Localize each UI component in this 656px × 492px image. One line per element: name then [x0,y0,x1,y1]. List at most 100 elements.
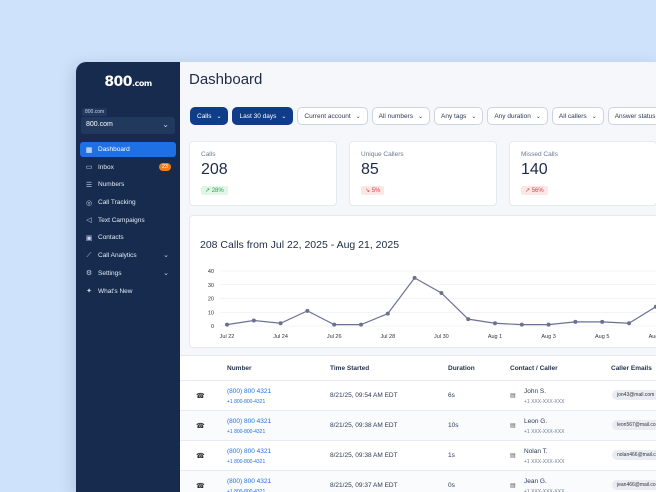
sidebar-item-text-campaigns[interactable]: ◁ Text Campaigns [80,213,176,228]
data-point[interactable] [278,321,283,326]
table-body: ☎ (800) 800 4321 +1 800-800-4321 8/21/25, 0… [180,380,656,492]
contact-card-icon: ▤ [510,483,516,489]
row-duration: 0s [448,482,455,489]
table-row[interactable]: ☎ (800) 800 4321 +1 800-800-4321 8/21/25, 0… [180,440,656,470]
stat-delta: ↘ 5% [361,186,385,195]
filter-numbers[interactable]: All numbers ⌄ [371,107,431,125]
row-email-badge[interactable]: jon43@mail.com [612,390,656,400]
sidebar-item-label: Numbers [98,181,125,189]
data-point[interactable] [332,322,337,327]
row-number-sub: +1 800-800-4321 [227,489,266,492]
phone-icon: ☎ [196,393,205,400]
row-time: 8/21/25, 09:38 AM EDT [330,422,398,429]
data-point[interactable] [627,321,631,326]
table-row[interactable]: ☎ (800) 800 4321 +1 800-800-4321 8/21/25, 0… [180,410,656,440]
sidebar-item-dashboard[interactable]: ▦ Dashboard [80,142,176,157]
y-tick-label: 30 [208,283,214,289]
data-point[interactable] [573,319,578,324]
column-header-number[interactable]: Number [227,365,252,372]
sidebar-item-numbers[interactable]: ☰ Numbers [80,177,176,192]
sidebar-item-label: What's New [98,287,133,295]
phone-icon: ☎ [196,423,205,430]
filter-duration[interactable]: Any duration ⌄ [487,107,548,125]
filter-label: Any duration [494,112,531,120]
row-contact-number: +1 XXX-XXX-XXX [524,399,565,405]
target-icon: ◎ [85,199,93,207]
row-number-link[interactable]: (800) 800 4321 [227,448,272,455]
y-tick-label: 20 [208,297,214,303]
stat-card-missed-calls[interactable]: Missed Calls 140 ↗ 56% [509,141,656,206]
y-tick-label: 10 [208,310,214,316]
chevron-down-icon: ⌄ [281,113,287,120]
logo[interactable]: 800.com [76,74,180,90]
row-email-badge[interactable]: nolan466@mail.com [612,450,656,460]
stat-label: Calls [201,151,216,158]
filter-callers[interactable]: All callers ⌄ [551,107,604,125]
sidebar-item-label: Contacts [98,234,124,242]
row-email-badge[interactable]: leon567@mail.com [612,420,656,430]
stat-value: 140 [521,161,548,178]
sidebar-item-settings[interactable]: ⚙ Settings ⌄ [80,266,176,281]
row-contact-name[interactable]: Leon G. [524,418,548,425]
row-email-badge[interactable]: jean466@mail.com [612,480,656,490]
sidebar-item-call-tracking[interactable]: ◎ Call Tracking [80,195,176,210]
phone-icon: ☎ [196,453,205,460]
data-point[interactable] [493,321,497,326]
data-point[interactable] [439,291,444,295]
filter-label: Last 30 days [239,112,277,120]
row-duration: 6s [448,392,455,399]
app-window: 800.com 800.com 800.com ⌄ ▦ Dashboard ▭ In… [76,62,656,492]
column-header-contact[interactable]: Contact / Caller [510,365,558,372]
filter-account[interactable]: Current account ⌄ [297,107,368,125]
data-point[interactable] [519,322,524,327]
row-contact-name[interactable]: Nolan T. [524,448,548,455]
sidebar-item-whats-new[interactable]: ✦ What's New [80,284,176,299]
row-contact-name[interactable]: Jean G. [524,478,547,485]
sidebar-item-label: Call Tracking [98,199,136,207]
contact-card-icon: ▤ [510,423,516,429]
row-contact-number: +1 XXX-XXX-XXX [524,429,565,435]
chevron-down-icon: ⌄ [163,252,169,260]
sidebar-item-call-analytics[interactable]: ⟋ Call Analytics ⌄ [80,248,176,263]
sidebar-item-contacts[interactable]: ▣ Contacts [80,230,176,245]
row-contact-number: +1 XXX-XXX-XXX [524,489,565,492]
row-number-link[interactable]: (800) 800 4321 [227,388,272,395]
data-point[interactable] [225,322,229,327]
stat-card-calls[interactable]: Calls 208 ↗ 28% [189,141,337,206]
arrow-up-icon: ↗ [205,188,211,194]
row-contact-name[interactable]: John S. [524,388,547,395]
data-point[interactable] [546,322,551,327]
table-row[interactable]: ☎ (800) 800 4321 +1 800-800-4321 8/21/25, 0… [180,380,656,410]
filter-label: Current account [304,112,351,120]
filter-answer-status[interactable]: Answer status⌄ [607,107,656,125]
data-point[interactable] [653,304,656,309]
column-header-time[interactable]: Time Started [330,365,370,372]
sidebar-item-label: Settings [98,269,122,277]
data-point[interactable] [385,311,390,316]
sidebar-item-label: Text Campaigns [98,216,145,224]
account-select[interactable]: 800.com ⌄ [81,117,175,134]
chevron-down-icon: ⌄ [591,113,597,120]
logo-text: 800 [104,74,133,90]
column-header-duration[interactable]: Duration [448,365,475,372]
row-time: 8/21/25, 09:38 AM EDT [330,452,398,459]
column-header-emails[interactable]: Caller Emails [611,365,652,372]
y-tick-label: 40 [208,269,214,275]
data-point[interactable] [359,322,363,327]
sidebar-item-label: Dashboard [98,146,130,153]
sidebar-item-inbox[interactable]: ▭ Inbox 23 [80,160,176,175]
row-number-link[interactable]: (800) 800 4321 [227,478,272,485]
x-tick-label: Aug 3 [541,334,555,340]
data-point[interactable] [412,275,417,280]
chevron-down-icon: ⌄ [162,120,169,129]
data-point[interactable] [600,319,605,324]
stat-card-unique-callers[interactable]: Unique Callers 85 ↘ 5% [349,141,497,206]
table-row[interactable]: ☎ (800) 800 4321 +1 800-800-4321 8/21/25, 0… [180,470,656,492]
row-number-link[interactable]: (800) 800 4321 [227,418,272,425]
filter-tags[interactable]: Any tags ⌄ [434,107,484,125]
data-point[interactable] [466,317,471,322]
data-point[interactable] [251,318,256,323]
data-point[interactable] [305,308,310,313]
filter-date-range[interactable]: Last 30 days ⌄ [232,107,294,125]
filter-calls[interactable]: Calls ⌄ [190,107,229,125]
